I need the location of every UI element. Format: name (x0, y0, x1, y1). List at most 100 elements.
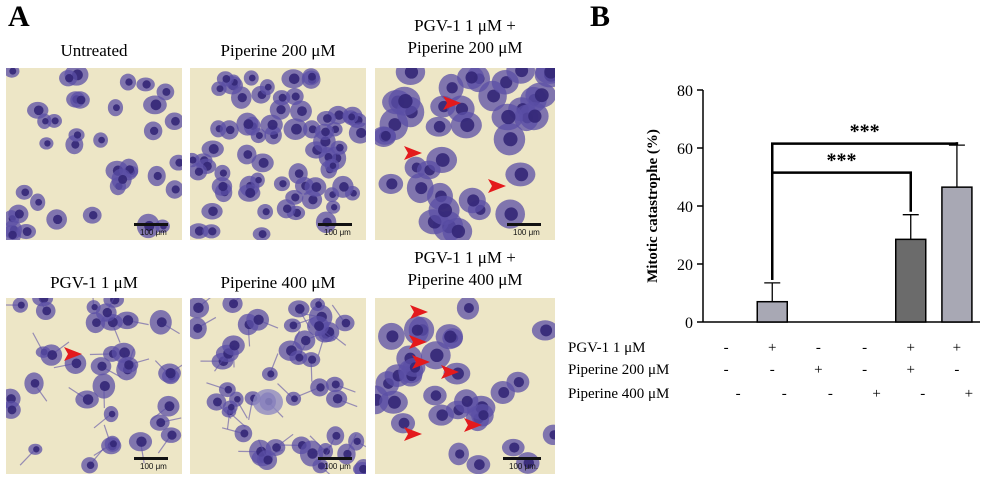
cell-nucleus (35, 199, 42, 206)
cell-nucleus (301, 336, 311, 346)
cell-nucleus (172, 185, 180, 193)
cell-nucleus (436, 153, 450, 167)
red-arrow-shape (64, 347, 82, 361)
significance-label: *** (850, 121, 880, 143)
cell-nucleus (332, 432, 340, 440)
cell-nucleus (291, 395, 298, 402)
cell-nucleus (505, 207, 518, 220)
y-tick-label: 60 (677, 141, 693, 158)
cell-nucleus (436, 409, 448, 421)
scale-bar (318, 223, 352, 226)
cell-nucleus (89, 211, 97, 219)
cell-nucleus (465, 71, 477, 83)
cell-nucleus (9, 68, 16, 75)
cell-nucleus (165, 368, 175, 378)
cell-nucleus (501, 110, 515, 124)
cell-nucleus (228, 404, 235, 411)
cell-nucleus (255, 177, 262, 184)
cell-nucleus (193, 324, 202, 333)
cell-nucleus (464, 303, 474, 313)
treatment-sign: + (953, 340, 961, 356)
cell-nucleus (71, 141, 79, 149)
cell-nucleus (279, 180, 286, 187)
cell-nucleus (245, 188, 255, 198)
red-arrow-icon (412, 355, 430, 369)
cell-nucleus (336, 144, 344, 152)
cell-nucleus (330, 162, 337, 169)
cell-nucleus (92, 318, 101, 327)
cell-nucleus (444, 331, 456, 343)
cell-nucleus (23, 227, 32, 236)
large-cell (253, 389, 283, 415)
red-arrow-icon (404, 146, 422, 160)
cell-nucleus (136, 436, 146, 446)
treatment-sign: - (770, 362, 775, 378)
cell-nucleus (98, 137, 105, 144)
cell-nucleus (165, 401, 175, 411)
micrograph-image (190, 298, 366, 474)
cell-nucleus (263, 208, 270, 215)
cell-nucleus (8, 406, 17, 415)
bar (942, 187, 972, 322)
cell-nucleus (333, 394, 343, 404)
treatment-sign: - (828, 386, 833, 402)
treatment-sign: - (724, 362, 729, 378)
cell-nucleus (297, 106, 307, 116)
cell-nucleus (263, 455, 272, 464)
cell-nucleus (342, 319, 351, 328)
treatment-sign: - (816, 340, 821, 356)
cell-nucleus (226, 126, 235, 135)
cell-nucleus (467, 194, 479, 206)
treatment-sign: + (907, 362, 915, 378)
cell-nucleus (15, 209, 24, 218)
micrograph-image (6, 68, 182, 240)
cell-nucleus (124, 360, 133, 369)
cell-nucleus (308, 73, 316, 81)
cell-nucleus (356, 128, 366, 138)
cell-nucleus (213, 398, 222, 407)
cell-nucleus (321, 128, 330, 137)
cell-nucleus (283, 205, 292, 214)
treatment-sign: + (965, 386, 973, 402)
cell-nucleus (398, 94, 412, 108)
treatment-sign: - (954, 362, 959, 378)
micrograph-cells (375, 298, 555, 474)
cell-nucleus (123, 315, 133, 325)
cell-nucleus (381, 131, 391, 141)
cell-nucleus (109, 411, 116, 418)
scale-bar (318, 457, 352, 460)
scale-bar-label: 100 μm (324, 228, 351, 237)
significance-bracket (772, 173, 911, 280)
cell-nucleus (291, 193, 299, 201)
treatment-sign: + (768, 340, 776, 356)
cell-nucleus (386, 330, 398, 342)
bar (896, 239, 926, 322)
micrograph-caption: Piperine 400 μM (190, 272, 366, 294)
cell-nucleus (290, 322, 298, 330)
cell-nucleus (434, 121, 446, 133)
treatment-sign: - (736, 386, 741, 402)
cell-nucleus (514, 377, 524, 387)
y-tick-label: 0 (685, 315, 693, 332)
scale-bar (507, 223, 541, 226)
cell-nucleus (74, 131, 81, 138)
scale-bar (134, 457, 168, 460)
cell-nucleus (42, 118, 48, 124)
cell-nucleus (265, 84, 272, 91)
micrograph-image (190, 68, 366, 240)
scale-bar-label: 100 μm. (509, 462, 538, 471)
y-axis-label: Mitotic catastrophe (%) (645, 129, 661, 283)
treatment-row-label: PGV-1 1 μM (568, 340, 646, 356)
micrograph-image (6, 298, 182, 474)
cell-nucleus (515, 168, 529, 182)
treatment-row-label: Piperine 200 μM (568, 362, 669, 378)
cell-nucleus (195, 168, 203, 176)
micrograph-cells (6, 68, 182, 240)
cell-nucleus (142, 80, 150, 88)
cell-nucleus (474, 459, 485, 470)
cell-nucleus (18, 302, 25, 309)
micrograph-cells (190, 68, 366, 240)
cell-nucleus (388, 396, 401, 409)
cell-nucleus (218, 182, 227, 191)
